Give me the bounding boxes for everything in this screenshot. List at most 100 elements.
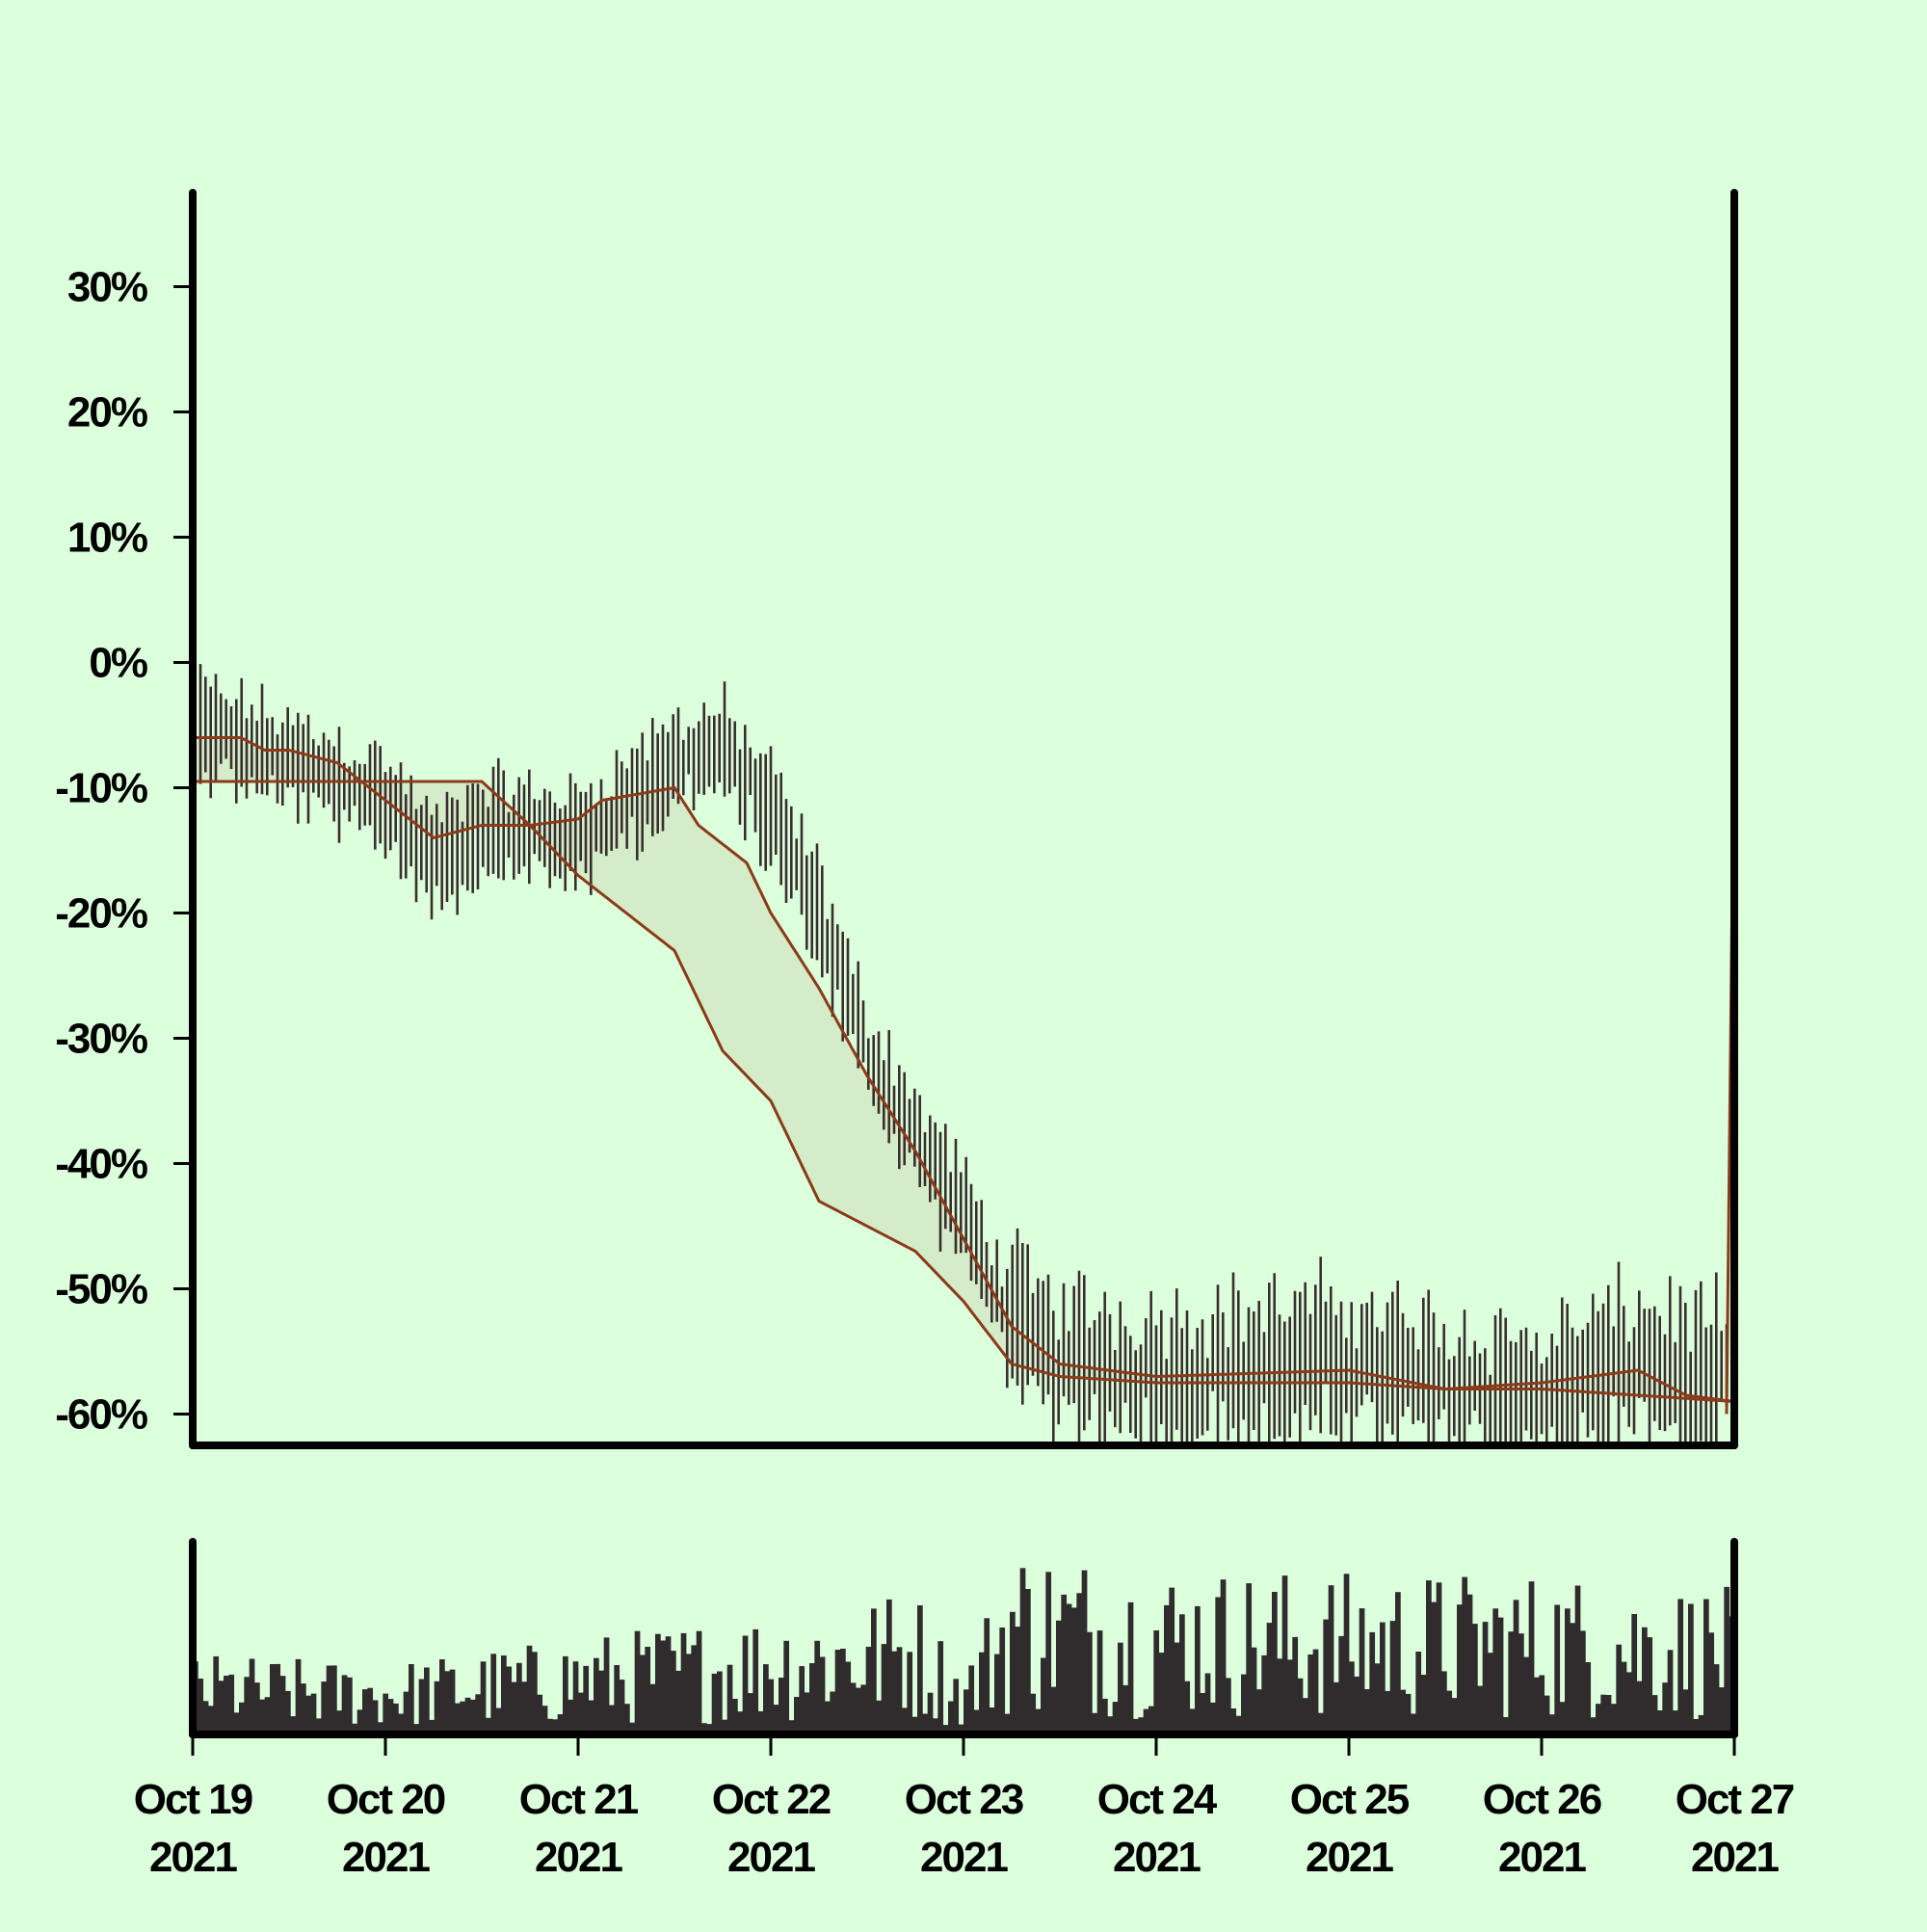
volume-bar — [1642, 1627, 1648, 1734]
band-area — [193, 737, 1734, 1402]
volume-bar — [1662, 1682, 1669, 1734]
volume-bar — [249, 1658, 255, 1734]
volume-bar — [1127, 1601, 1134, 1734]
volume-bar — [1215, 1597, 1222, 1734]
volume-bar — [285, 1690, 291, 1734]
volume-bar — [1096, 1630, 1103, 1734]
volume-bar — [305, 1695, 312, 1734]
volume-bar — [516, 1662, 522, 1734]
volume-bar — [1004, 1713, 1011, 1734]
volume-bar — [1472, 1624, 1478, 1734]
y-tick-label: -50% — [55, 1266, 147, 1313]
volume-bar — [1431, 1601, 1438, 1734]
volume-bar — [1523, 1656, 1530, 1734]
volume-bar — [1426, 1580, 1432, 1734]
volume-bar — [1492, 1608, 1499, 1734]
volume-bar — [532, 1652, 538, 1734]
volume-bar — [675, 1670, 682, 1734]
volume-bar — [1200, 1693, 1206, 1734]
volume-bar — [1549, 1714, 1555, 1734]
volume-bar — [213, 1655, 220, 1734]
volume-bar — [1272, 1592, 1278, 1734]
volume-bar — [645, 1647, 651, 1734]
volume-bar — [1226, 1678, 1231, 1734]
volume-bar — [624, 1704, 630, 1734]
volume-bar — [691, 1645, 698, 1734]
volume-bar — [968, 1665, 975, 1734]
band-lower-line — [193, 780, 1735, 1403]
volume-bar — [1503, 1717, 1509, 1734]
volume-bar — [583, 1665, 590, 1734]
volume-bar — [989, 1707, 995, 1734]
volume-bar — [1364, 1689, 1370, 1734]
volume-bar — [814, 1640, 821, 1734]
volume-bar — [1071, 1607, 1077, 1734]
volume-bar — [424, 1667, 430, 1734]
volume-bar — [1559, 1702, 1566, 1734]
volume-bar — [649, 1683, 656, 1734]
volume-bar — [198, 1679, 204, 1734]
volume-bar — [1050, 1686, 1057, 1734]
volume-bar — [1682, 1689, 1689, 1734]
volume-bar — [228, 1674, 235, 1734]
volume-bar — [455, 1703, 461, 1734]
volume-bar — [1405, 1693, 1412, 1734]
volume-bar — [362, 1689, 368, 1734]
volume-bar — [1466, 1594, 1473, 1734]
volume-bar — [1174, 1642, 1180, 1734]
volume-bar — [475, 1694, 482, 1734]
volume-bar — [701, 1723, 707, 1734]
y-tick-label: 20% — [67, 389, 147, 437]
x-tick-label-month-day: Oct 21 — [519, 1776, 639, 1823]
x-tick-label-year: 2021 — [342, 1834, 430, 1881]
x-tick-label-year: 2021 — [920, 1834, 1008, 1881]
volume-bar — [876, 1700, 883, 1734]
volume-bar — [1451, 1698, 1458, 1734]
volume-bar — [1323, 1619, 1330, 1734]
volume-bar — [757, 1710, 764, 1734]
volume-bar — [233, 1712, 240, 1734]
volume-bar — [316, 1718, 322, 1734]
volume-bar — [501, 1655, 507, 1734]
volume-bar — [1318, 1712, 1324, 1734]
volume-bar — [742, 1635, 749, 1734]
volume-bar — [671, 1651, 676, 1734]
volume-bar — [840, 1649, 846, 1734]
volume-bar — [202, 1701, 209, 1734]
volume-bar — [1621, 1661, 1627, 1734]
volume-bar — [942, 1725, 949, 1734]
volume-bar — [1107, 1716, 1114, 1734]
volume-bar — [1328, 1585, 1334, 1734]
volume-bar — [244, 1677, 251, 1734]
volume-bar — [259, 1699, 266, 1734]
volume-bar — [948, 1701, 954, 1734]
volume-bar — [937, 1641, 944, 1734]
volume-bar — [680, 1632, 687, 1734]
volume-bar — [1210, 1702, 1216, 1734]
volume-bar — [614, 1665, 620, 1734]
volume-bar — [439, 1659, 445, 1734]
volume-bar — [1374, 1663, 1381, 1734]
volume-bar — [964, 1689, 969, 1734]
volume-bar — [1153, 1630, 1160, 1734]
volume-bar — [732, 1699, 738, 1734]
volume-bar — [917, 1605, 923, 1734]
x-tick-label-month-day: Oct 25 — [1290, 1776, 1410, 1823]
volume-bar — [1112, 1702, 1119, 1734]
volume-bar — [270, 1664, 276, 1734]
volume-bar — [301, 1683, 306, 1734]
volume-bar — [907, 1652, 913, 1734]
volume-bar — [444, 1671, 451, 1734]
x-tick-label-month-day: Oct 22 — [712, 1776, 831, 1823]
volume-bar — [788, 1720, 795, 1734]
volume-bar — [1636, 1681, 1643, 1734]
volume-bar — [239, 1702, 245, 1734]
volume-bar — [994, 1654, 1000, 1734]
volume-bar — [1657, 1710, 1663, 1734]
volume-bar — [706, 1724, 713, 1734]
volume-bar — [341, 1675, 348, 1734]
volume-bar — [490, 1654, 497, 1734]
x-tick-label-year: 2021 — [1498, 1834, 1586, 1881]
volume-bar — [1292, 1636, 1299, 1734]
